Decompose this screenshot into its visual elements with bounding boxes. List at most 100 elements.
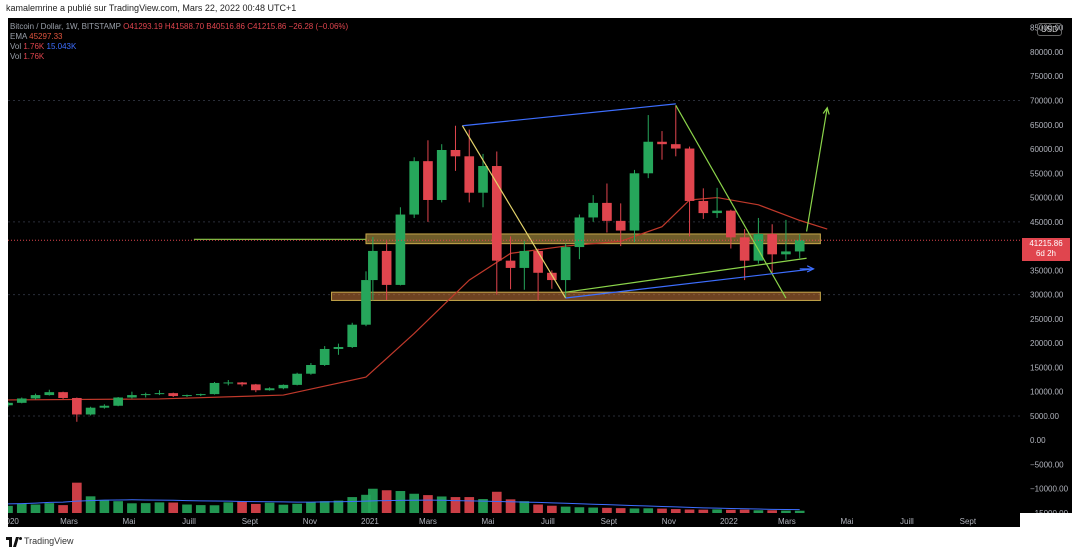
time-tick-label-9: Juill bbox=[541, 517, 555, 526]
candle-body-58 bbox=[794, 240, 805, 252]
legend-ema-label: EMA bbox=[10, 32, 27, 41]
price-axis[interactable]: 85000.00 80000.00 75000.00 70000.00 65000.00… bbox=[1020, 18, 1072, 518]
legend-ohlc: O41293.19 H41588.70 B40516.86 C41215.86 … bbox=[123, 22, 349, 31]
trend-arrow-head-7 bbox=[806, 265, 815, 273]
time-tick-label-14: Mai bbox=[840, 517, 853, 526]
trend-line-1 bbox=[462, 103, 676, 127]
price-axis-ticks: 85000.00 80000.00 75000.00 70000.00 65000.00… bbox=[1030, 24, 1069, 518]
candle-body-13 bbox=[182, 395, 192, 397]
candle-body-0 bbox=[3, 402, 13, 406]
candle-body-36 bbox=[491, 166, 502, 261]
volume-bar-57 bbox=[781, 510, 791, 513]
volume-bar-11 bbox=[154, 502, 165, 513]
volume-bar-37 bbox=[505, 499, 516, 513]
candle-body-52 bbox=[712, 210, 722, 214]
candle-body-5 bbox=[72, 397, 82, 415]
volume-bar-48 bbox=[657, 508, 667, 513]
price-tick-label-7: 50000.00 bbox=[1030, 194, 1064, 203]
candle-body-39 bbox=[533, 250, 543, 273]
volume-ma-line bbox=[7, 499, 800, 511]
trend-arrow-head-6 bbox=[822, 106, 830, 115]
candle-body-48 bbox=[657, 141, 667, 145]
candle-body-55 bbox=[753, 233, 764, 261]
time-tick-label-2: Mai bbox=[123, 517, 136, 526]
volume-bar-38 bbox=[519, 501, 530, 513]
volume-bar-58 bbox=[794, 510, 805, 513]
candle-body-44 bbox=[602, 202, 612, 221]
candle-body-3 bbox=[44, 392, 55, 396]
candle-body-17 bbox=[237, 382, 247, 385]
volume-bar-3 bbox=[44, 503, 55, 513]
price-tick-label-11: 25000.00 bbox=[1030, 315, 1064, 324]
time-axis-ticks: 2020 Mars Mai Juill Sept Nov 2021 Mars Mai Juill S… bbox=[1, 517, 977, 526]
candle-body-15 bbox=[209, 382, 220, 395]
legend-vol-value-1: 1.76K bbox=[23, 42, 45, 51]
volume-bar-40 bbox=[547, 505, 557, 513]
volume-bar-39 bbox=[533, 504, 543, 513]
time-tick-label-0: 2020 bbox=[8, 517, 19, 526]
trend-line-3 bbox=[675, 105, 787, 299]
volume-bar-45 bbox=[615, 508, 626, 513]
candle-body-41 bbox=[560, 247, 571, 281]
price-tick-label-10: 30000.00 bbox=[1030, 291, 1064, 300]
currency-badge[interactable]: USD bbox=[1037, 23, 1062, 36]
volume-bar-44 bbox=[602, 507, 612, 513]
tradingview-logo-icon bbox=[6, 537, 22, 547]
time-tick-label-11: Nov bbox=[662, 517, 676, 526]
volume-bar-21 bbox=[292, 503, 302, 513]
volume-bar-13 bbox=[182, 504, 192, 513]
volume-bar-24 bbox=[333, 500, 344, 513]
candle-body-47 bbox=[643, 141, 654, 174]
volume-bar-53 bbox=[726, 509, 736, 513]
volume-bar-31 bbox=[423, 495, 433, 513]
volume-bar-0 bbox=[3, 505, 13, 513]
current-price-label: 41215.86 6d 2h bbox=[1022, 238, 1070, 261]
time-tick-label-8: Mai bbox=[481, 517, 494, 526]
volume-bar-15 bbox=[209, 505, 220, 513]
price-tick-label-2: 75000.00 bbox=[1030, 72, 1064, 81]
volume-bar-42 bbox=[574, 507, 585, 513]
price-tick-label-17: −5000.00 bbox=[1030, 460, 1064, 469]
volume-bar-47 bbox=[643, 508, 654, 513]
legend-vol2-row: Vol 1.76K bbox=[10, 52, 348, 62]
time-tick-label-6: 2021 bbox=[361, 517, 379, 526]
price-tick-label-1: 80000.00 bbox=[1030, 48, 1064, 57]
candle-body-2 bbox=[30, 395, 41, 399]
volume-bar-36 bbox=[491, 491, 502, 513]
current-price-value: 41215.86 bbox=[1029, 239, 1063, 248]
candle-body-34 bbox=[464, 156, 475, 193]
price-chart[interactable] bbox=[3, 18, 1020, 513]
time-tick-label-1: Mars bbox=[60, 517, 78, 526]
time-tick-label-13: Mars bbox=[778, 517, 796, 526]
volume-bar-25 bbox=[347, 497, 358, 513]
volume-bar-20 bbox=[278, 504, 289, 513]
volume-bar-30 bbox=[409, 493, 419, 513]
volume-bar-12 bbox=[168, 502, 179, 513]
candle-body-11 bbox=[154, 393, 165, 395]
price-tick-label-13: 15000.00 bbox=[1030, 363, 1064, 372]
candle-body-50 bbox=[684, 148, 695, 201]
trend-line-5 bbox=[565, 268, 814, 299]
candle-body-22 bbox=[306, 364, 316, 374]
candle-body-33 bbox=[450, 150, 461, 157]
trend-line-2 bbox=[461, 125, 567, 299]
volume-bar-54 bbox=[739, 509, 750, 513]
candle-body-12 bbox=[168, 393, 179, 397]
candle-body-29 bbox=[395, 214, 406, 285]
chart-area[interactable] bbox=[3, 18, 1020, 513]
volume-bar-29 bbox=[395, 491, 406, 513]
candle-body-32 bbox=[436, 150, 447, 200]
legend-vol-label: Vol bbox=[10, 42, 22, 51]
time-tick-label-15: Juill bbox=[900, 517, 914, 526]
volume-bar-34 bbox=[464, 497, 475, 513]
candle-body-43 bbox=[588, 202, 598, 218]
price-tick-label-0: 85000.00 bbox=[1030, 24, 1064, 33]
publisher-bar: kamalemrine a publié sur TradingView.com… bbox=[0, 0, 1080, 18]
candle-body-20 bbox=[278, 384, 289, 389]
candle-body-51 bbox=[698, 200, 709, 214]
volume-bar-6 bbox=[85, 496, 96, 513]
time-tick-label-4: Sept bbox=[242, 517, 259, 526]
price-tick-label-4: 65000.00 bbox=[1030, 121, 1064, 130]
time-tick-label-3: Juill bbox=[182, 517, 196, 526]
time-axis[interactable]: 2020 Mars Mai Juill Sept Nov 2021 Mars Mai Juill S… bbox=[1, 513, 1020, 527]
